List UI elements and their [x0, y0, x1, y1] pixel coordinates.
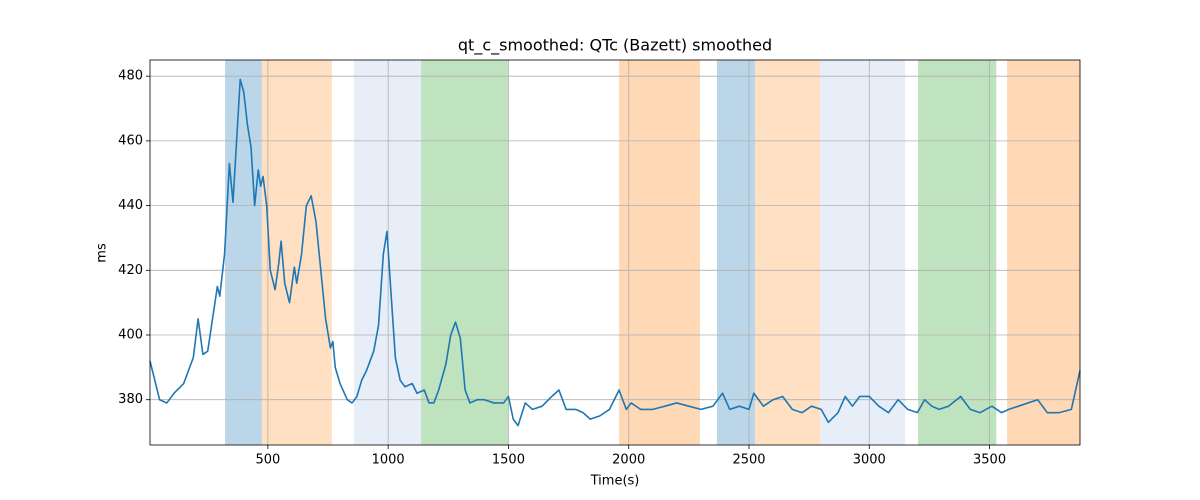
y-tick-label: 460: [118, 133, 143, 148]
x-tick-label: 3500: [973, 453, 1006, 468]
data-line: [149, 78, 1081, 427]
shaded-span: [1007, 60, 1080, 445]
x-tick-label: 1000: [372, 453, 405, 468]
x-axis-label: Time(s): [590, 474, 640, 489]
y-tick-label: 380: [118, 392, 143, 407]
shaded-span: [820, 60, 906, 445]
x-tick-label: 1500: [492, 453, 525, 468]
shaded-span: [225, 60, 262, 445]
shaded-span: [918, 60, 997, 445]
y-tick-label: 480: [118, 69, 143, 84]
x-tick-label: 3000: [853, 453, 886, 468]
shaded-span: [261, 60, 332, 445]
shaded-span: [619, 60, 700, 445]
x-tick-label: 2500: [732, 453, 765, 468]
plot-frame: [149, 59, 1081, 446]
y-tick-label: 440: [118, 198, 143, 213]
x-tick-label: 500: [255, 453, 280, 468]
chart-title: qt_c_smoothed: QTc (Bazett) smoothed: [458, 36, 772, 56]
x-tick-label: 2000: [612, 453, 645, 468]
y-tick-label: 420: [118, 263, 143, 278]
y-axis-label: ms: [95, 243, 110, 263]
shaded-span: [755, 60, 821, 445]
y-tick-label: 400: [118, 328, 143, 343]
